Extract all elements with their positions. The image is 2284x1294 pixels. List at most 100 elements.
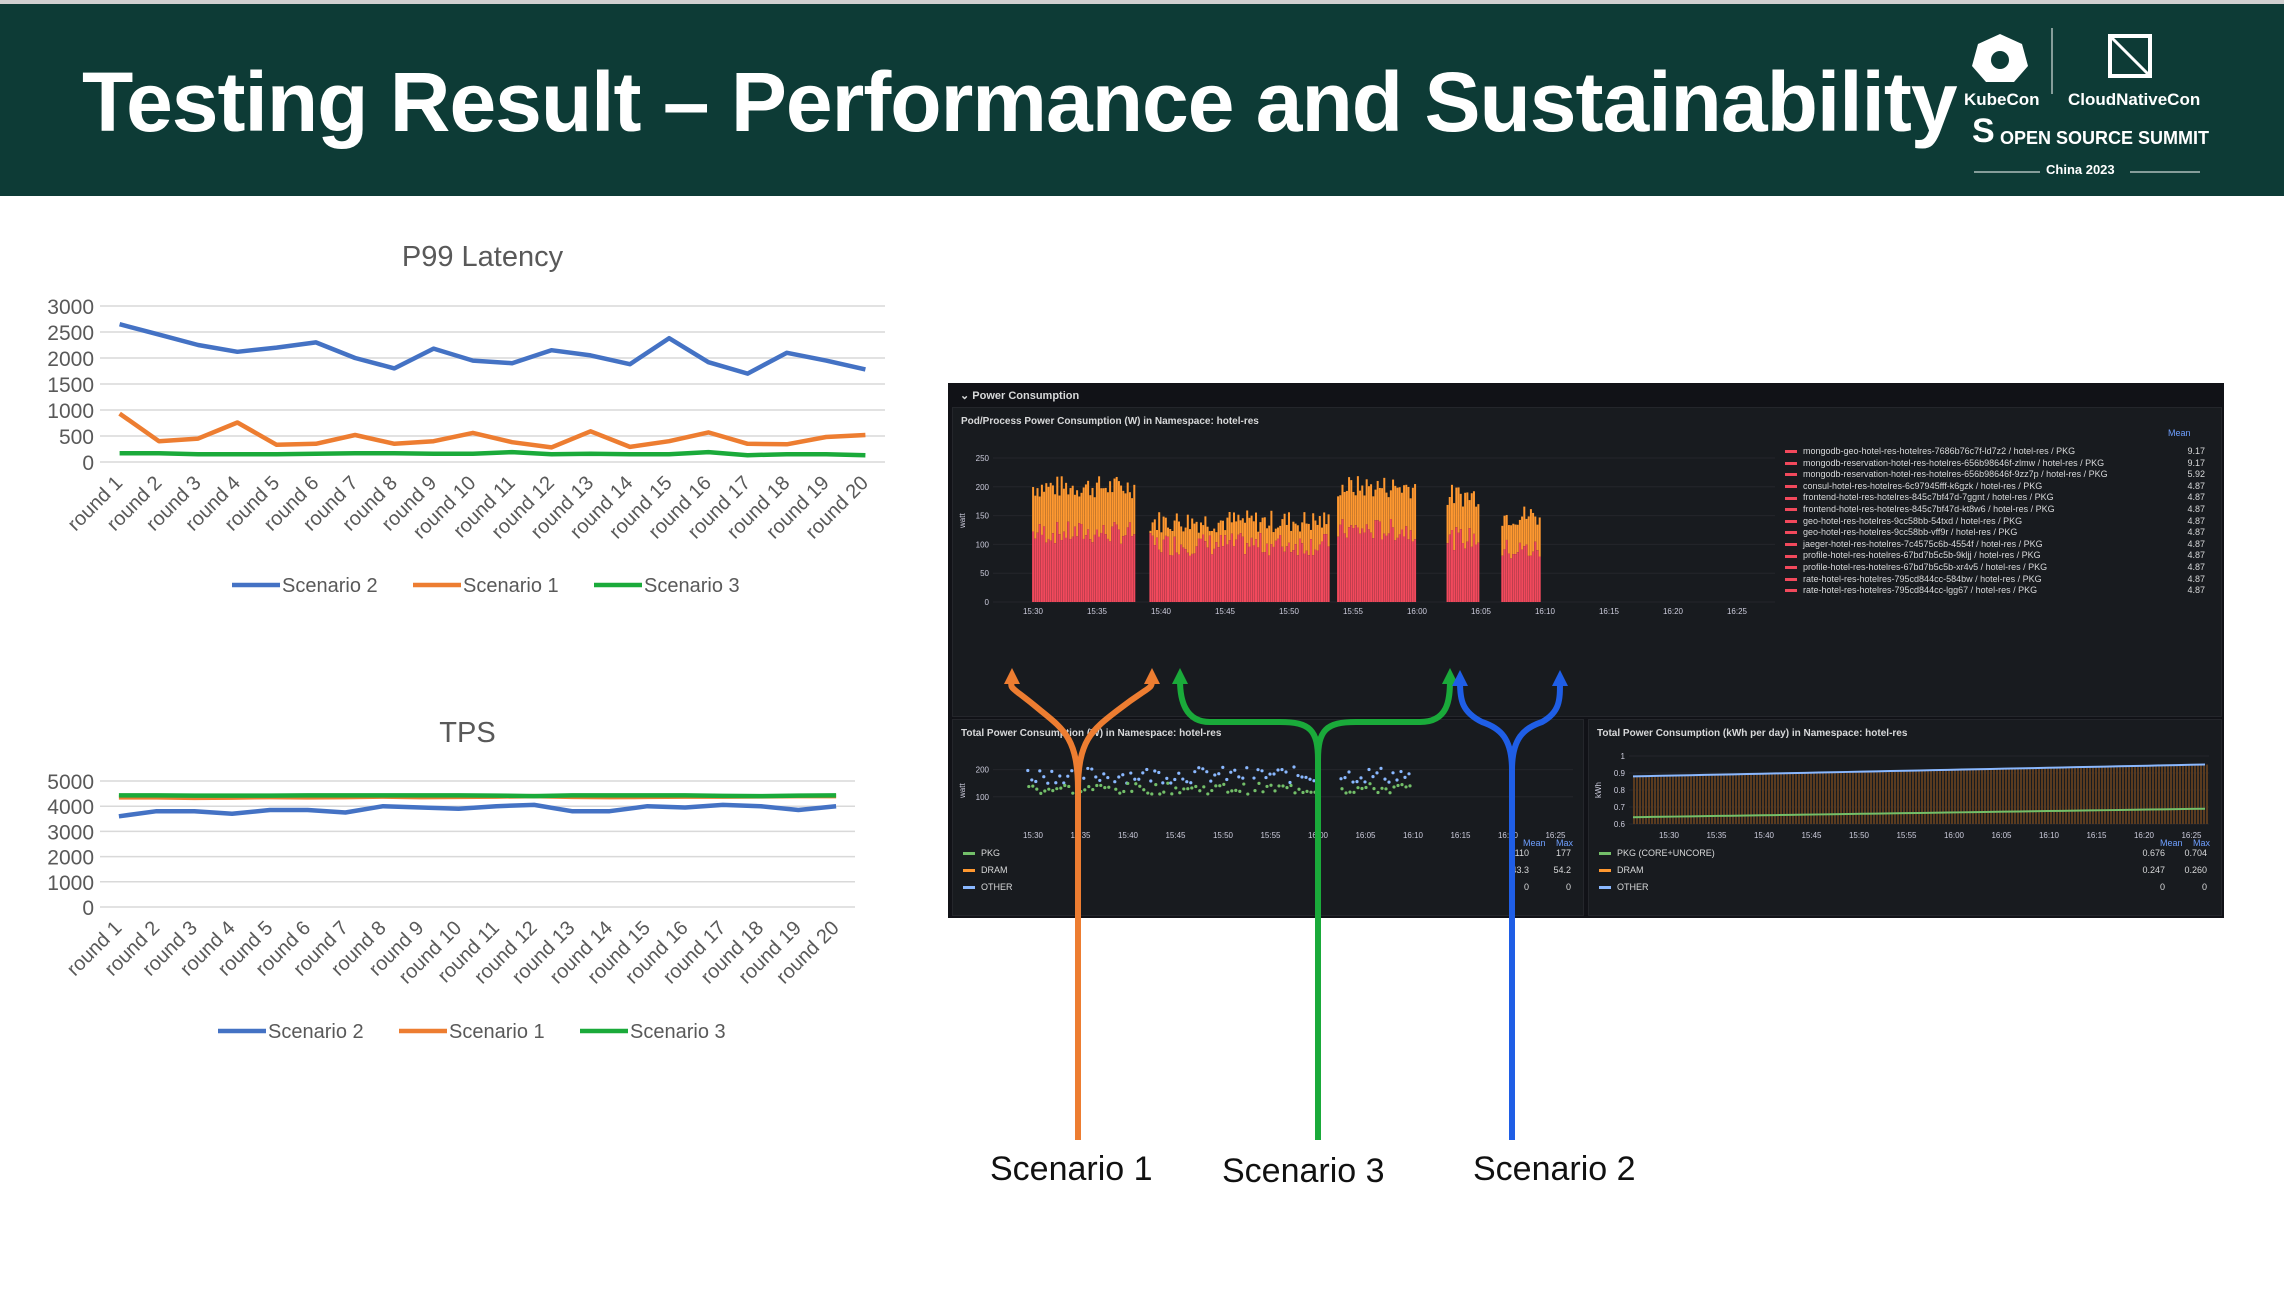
- bar-pkg: [1208, 535, 1211, 602]
- legend-swatch: [1785, 508, 1797, 512]
- legend-item[interactable]: OTHER 0 0: [1599, 882, 2209, 898]
- legend-item[interactable]: PKG (CORE+UNCORE) 0.676 0.704: [1599, 848, 2209, 864]
- bar-fill: [2017, 768, 2019, 824]
- point-pkg: [1230, 789, 1234, 793]
- legend-item[interactable]: OTHER 0 0: [963, 882, 1573, 898]
- point-pkg: [1051, 788, 1055, 793]
- bar-pkg: [1301, 543, 1304, 602]
- bar-pkg: [1314, 549, 1317, 602]
- bar-fill: [1966, 769, 1968, 824]
- x-tick-label: 16:20: [1498, 831, 1519, 840]
- series-line-scenario-3: [119, 449, 866, 458]
- bar-fill: [2134, 766, 2136, 824]
- point-other: [1102, 772, 1106, 776]
- point-pkg: [1277, 784, 1281, 788]
- point-other: [1296, 773, 1300, 778]
- bar-fill: [1897, 770, 1899, 824]
- point-pkg: [1170, 792, 1174, 796]
- bar-pkg: [1104, 534, 1107, 602]
- legend-item[interactable]: consul-hotel-res-hotelres-6c97945fff-k6g…: [1785, 481, 2215, 497]
- y-tick-label: 0: [985, 598, 990, 607]
- legend-item[interactable]: profile-hotel-res-hotelres-67bd7b5c5b-xr…: [1785, 562, 2215, 578]
- legend-item[interactable]: mongodb-reservation-hotel-res-hotelres-6…: [1785, 469, 2215, 485]
- legend-label: profile-hotel-res-hotelres-67bd7b5c5b-9k…: [1803, 550, 2041, 561]
- bar-dram: [1283, 513, 1286, 552]
- bar-fill: [1846, 771, 1848, 824]
- legend-swatch: [1599, 852, 1611, 856]
- x-tick-label: 15:55: [1260, 831, 1281, 840]
- bar-dram: [1292, 521, 1295, 551]
- bar-fill: [1816, 772, 1818, 824]
- total-power-kwh-title[interactable]: Total Power Consumption (kWh per day) in…: [1597, 728, 1908, 739]
- open-source-summit-label: OPEN SOURCE SUMMIT: [2000, 128, 2210, 148]
- legend-item[interactable]: frontend-hotel-res-hotelres-845c7bf47d-7…: [1785, 492, 2215, 508]
- bl-col-mean: Mean: [1523, 838, 1546, 848]
- y-tick-label: 250: [976, 454, 990, 463]
- bar-pkg: [1204, 541, 1207, 602]
- total-power-watt-title[interactable]: Total Power Consumption (W) in Namespace…: [961, 728, 1222, 739]
- pod-power-panel-title[interactable]: Pod/Process Power Consumption (W) in Nam…: [961, 416, 1259, 427]
- legend-item[interactable]: PKG 110 177: [963, 848, 1573, 864]
- point-pkg: [1162, 790, 1166, 794]
- legend-item[interactable]: rate-hotel-res-hotelres-795cd844cc-584bw…: [1785, 574, 2215, 590]
- bar-dram: [1503, 515, 1506, 550]
- legend-item[interactable]: rate-hotel-res-hotelres-795cd844cc-lgg67…: [1785, 585, 2215, 601]
- bar-dram: [1350, 480, 1353, 526]
- bar-pkg: [1117, 529, 1120, 602]
- bar-fill: [1711, 774, 1713, 824]
- bar-dram: [1516, 524, 1519, 553]
- bar-dram: [1376, 480, 1379, 521]
- bar-dram: [1263, 517, 1266, 553]
- bar-pkg: [1521, 549, 1524, 602]
- bar-pkg: [1343, 533, 1346, 602]
- legend-item[interactable]: geo-hotel-res-hotelres-9cc58bb-54txd / h…: [1785, 516, 2215, 532]
- bar-pkg: [1299, 538, 1301, 602]
- legend-item[interactable]: mongodb-reservation-hotel-res-hotelres-6…: [1785, 458, 2215, 474]
- point-pkg: [1063, 783, 1067, 788]
- point-pkg: [1043, 789, 1047, 793]
- bar-dram: [1450, 484, 1453, 531]
- bar-dram: [1239, 520, 1242, 534]
- bar-dram: [1323, 512, 1326, 535]
- legend-item[interactable]: profile-hotel-res-hotelres-67bd7b5c5b-9k…: [1785, 550, 2215, 566]
- bar-fill: [1663, 775, 1665, 824]
- point-other: [1145, 767, 1149, 772]
- legend-item[interactable]: mongodb-geo-hotel-res-hotelres-7686b76c7…: [1785, 446, 2215, 462]
- bar-dram: [1321, 527, 1323, 542]
- bar-pkg: [1047, 538, 1050, 602]
- bar-fill: [2152, 765, 2154, 824]
- legend-label: mongodb-geo-hotel-res-hotelres-7686b76c7…: [1803, 446, 2076, 456]
- point-other: [1221, 765, 1225, 769]
- point-pkg: [1301, 790, 1305, 795]
- bar-fill: [2128, 766, 2130, 824]
- point-pkg: [1218, 784, 1222, 788]
- bar-fill: [2014, 768, 2016, 824]
- bar-dram: [1532, 512, 1535, 552]
- bar-dram: [1182, 531, 1185, 548]
- bar-pkg: [1409, 530, 1412, 602]
- bar-fill: [1993, 768, 1995, 824]
- dashboard-section-title[interactable]: ⌄ Power Consumption: [960, 390, 1080, 402]
- legend-item[interactable]: DRAM 43.3 54.2: [963, 865, 1573, 881]
- series-line-scenario-2: [119, 322, 866, 376]
- series-line-scenario-2: [118, 802, 837, 819]
- legend-item[interactable]: frontend-hotel-res-hotelres-845c7bf47d-k…: [1785, 504, 2215, 520]
- legend-item[interactable]: geo-hotel-res-hotelres-9cc58bb-vff9r / h…: [1785, 527, 2215, 543]
- bar-fill: [2098, 766, 2100, 824]
- p99-latency-chart: P99 Latency300025002000150010005000round…: [47, 241, 885, 597]
- bar-fill: [2077, 767, 2079, 824]
- legend-swatch: [1785, 519, 1797, 523]
- bar-dram: [1217, 522, 1220, 548]
- point-other: [1074, 765, 1078, 770]
- bar-dram: [1457, 487, 1460, 533]
- bar-pkg: [1032, 531, 1035, 602]
- bar-fill: [1834, 772, 1836, 824]
- bar-pkg: [1109, 541, 1112, 602]
- legend-item[interactable]: jaeger-hotel-res-hotelres-7c4575c6b-4554…: [1785, 539, 2215, 555]
- point-other: [1308, 777, 1312, 781]
- legend-mean-value: 4.87: [2187, 515, 2205, 526]
- legend-item[interactable]: DRAM 0.247 0.260: [1599, 865, 2209, 881]
- bar-pkg: [1250, 537, 1253, 602]
- bar-dram: [1387, 497, 1390, 534]
- bar-fill: [1699, 774, 1701, 824]
